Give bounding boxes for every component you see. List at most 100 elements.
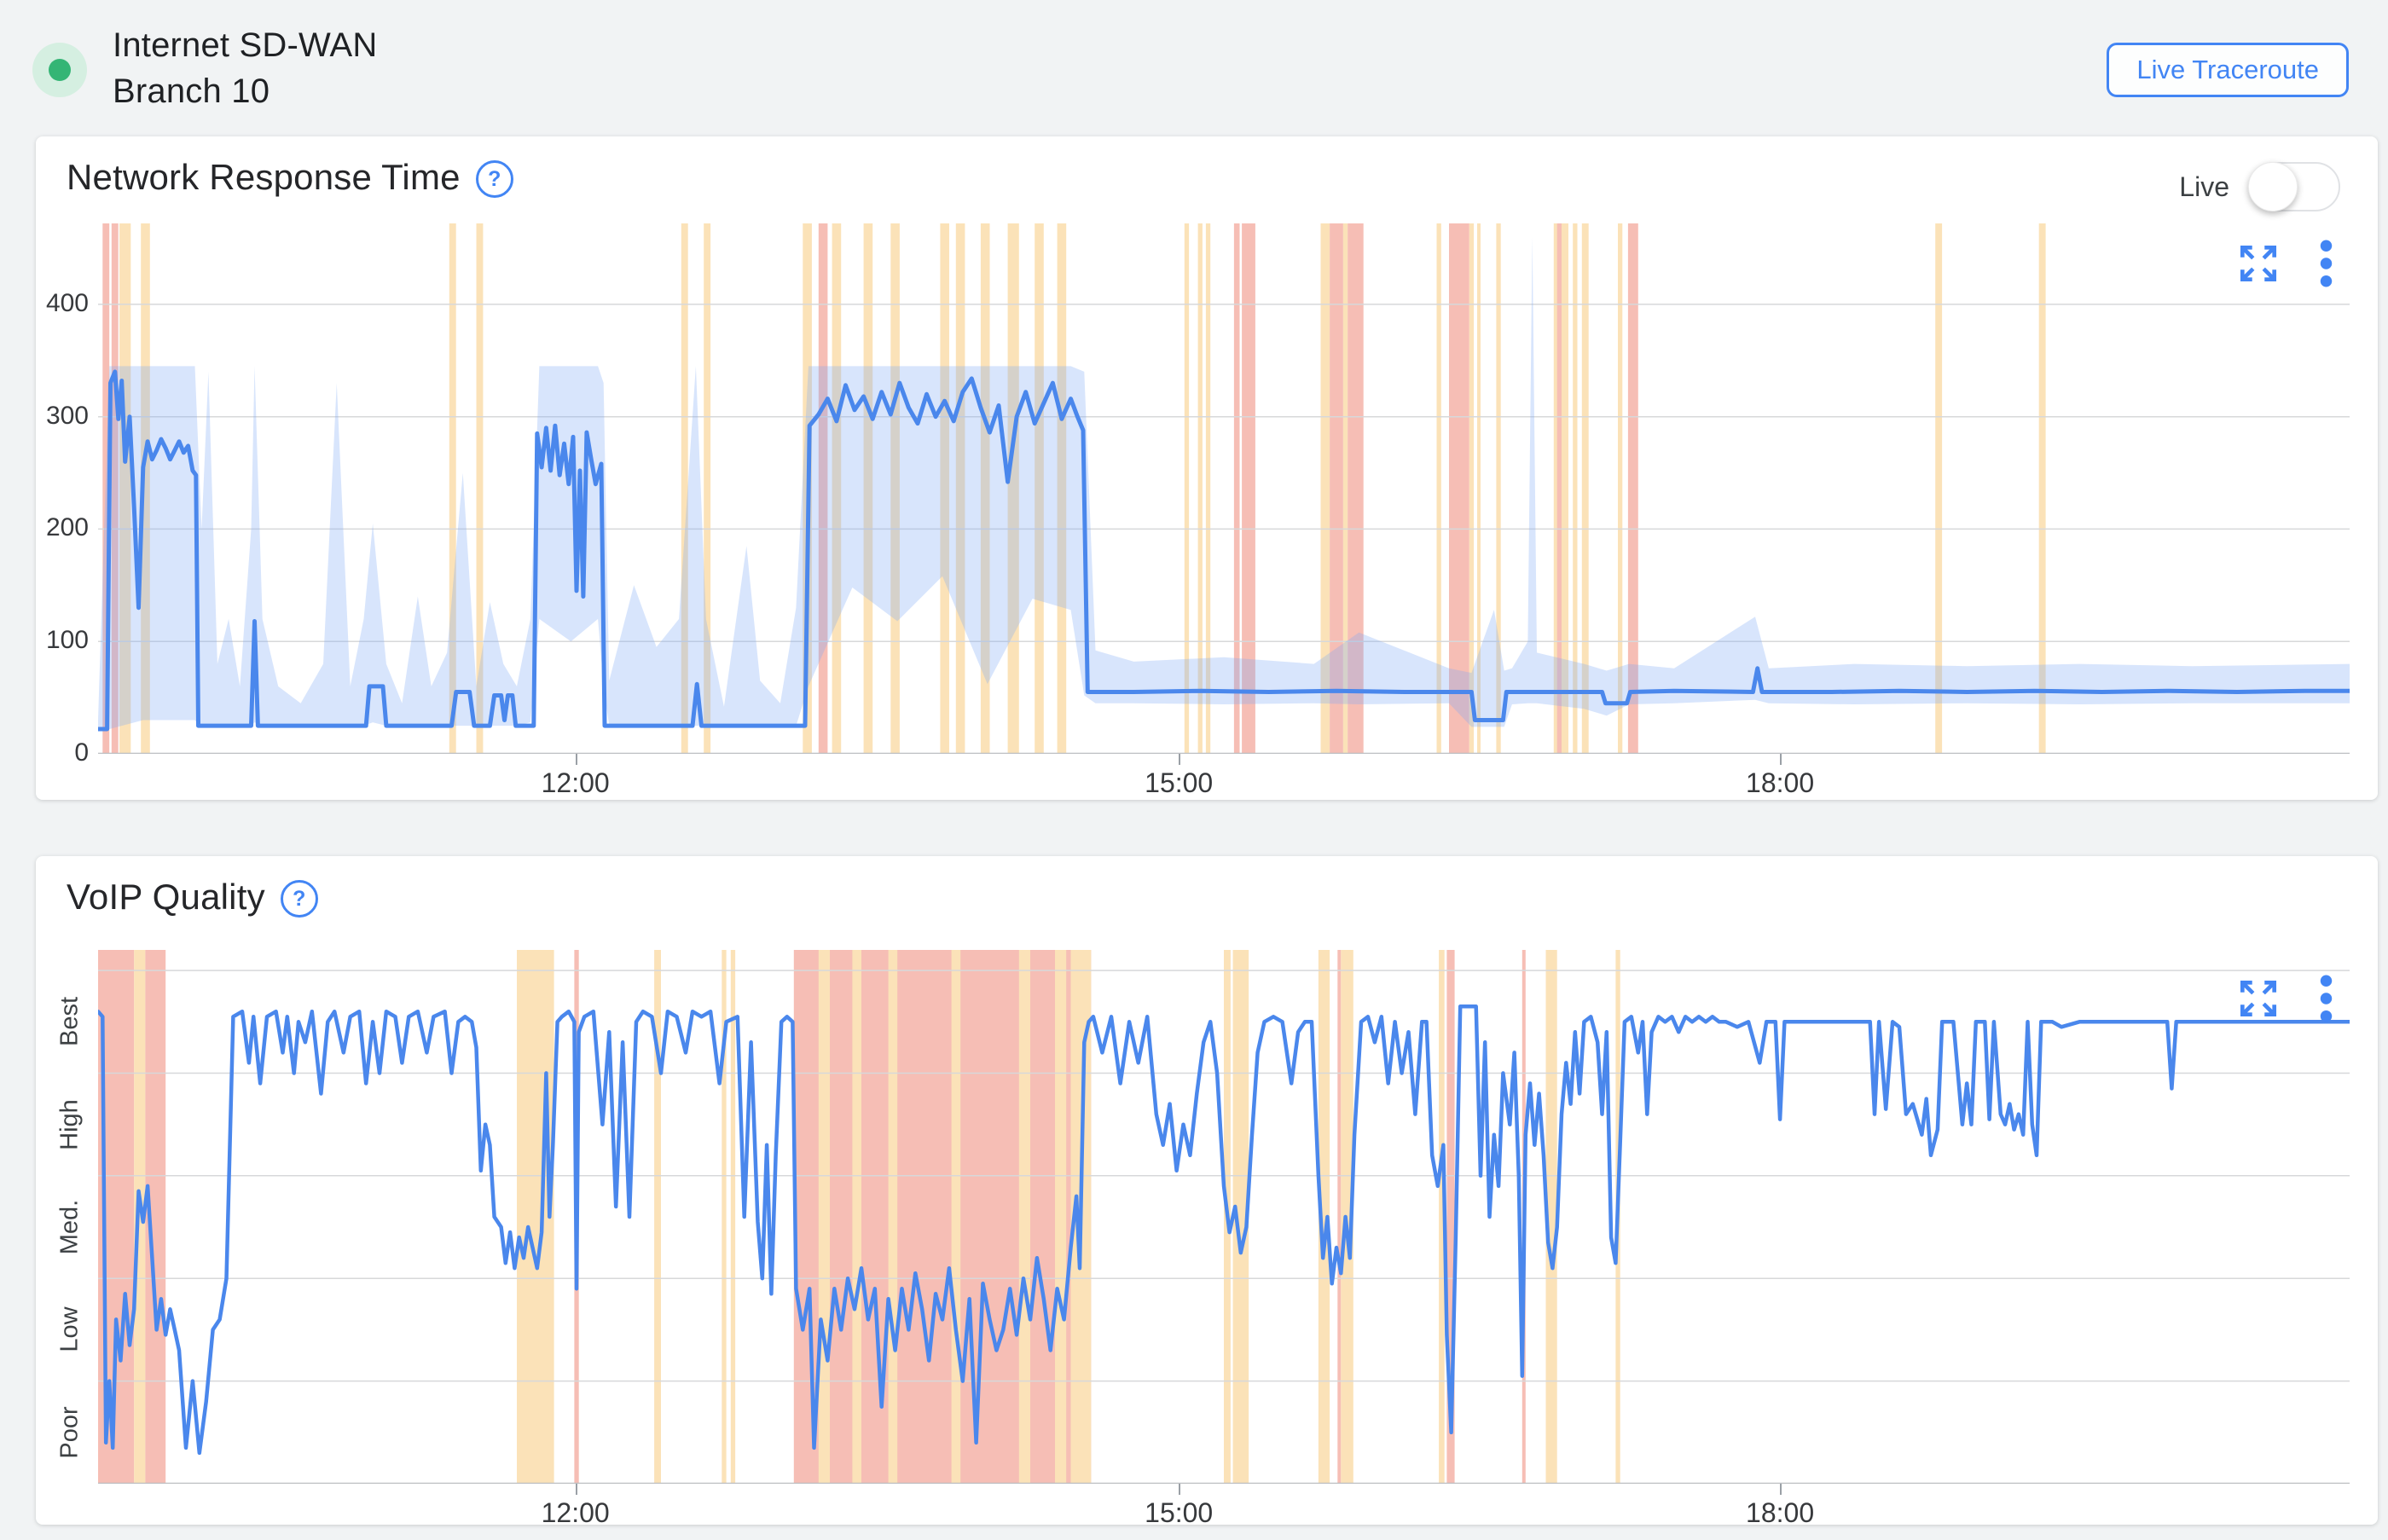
event-band-warning: [955, 223, 965, 754]
event-band-warning: [1342, 223, 1348, 754]
kebab-menu-icon[interactable]: [2319, 974, 2333, 1023]
event-band-warning: [863, 223, 873, 754]
y-axis-labels: 0 100 200 300 400: [36, 223, 89, 767]
card2-chart-icons: [2235, 974, 2333, 1023]
event-band-warning: [449, 223, 456, 754]
event-band-critical: [1330, 223, 1343, 754]
event-band-warning: [1436, 223, 1441, 754]
event-band-warning: [980, 223, 990, 754]
event-band-critical: [1242, 223, 1255, 754]
event-band-critical: [1446, 950, 1455, 1484]
x-axis-response-time: 12:00 15:00 18:00: [98, 754, 2350, 800]
x-tick-mark: [1780, 1484, 1782, 1495]
event-band-warning: [1197, 223, 1203, 754]
x-tick-label: 15:00: [1145, 767, 1214, 798]
voip-category-labels: Best High Med. Low Poor: [36, 950, 96, 1484]
event-band-warning: [832, 223, 842, 754]
page-title: Internet SD-WAN Branch 10: [113, 22, 377, 114]
voip-quality-line: [98, 1004, 2350, 1456]
live-toggle-label: Live: [2179, 171, 2229, 202]
event-band-warning: [1477, 223, 1481, 754]
status-dot-icon: [49, 59, 71, 81]
event-band-critical: [1337, 950, 1342, 1484]
y-tick-label: 300: [45, 401, 89, 430]
y-category-label: High: [55, 1098, 84, 1150]
event-band-warning: [134, 950, 146, 1484]
event-band-critical: [1627, 223, 1638, 754]
event-band-warning: [1618, 223, 1623, 754]
event-band-warning: [681, 223, 688, 754]
y-tick-label: 400: [45, 288, 89, 317]
header: Internet SD-WAN Branch 10 Live Tracerout…: [0, 0, 2388, 136]
live-toggle-switch[interactable]: [2248, 162, 2340, 211]
event-band-warning: [951, 950, 961, 1484]
event-band-warning: [1545, 950, 1557, 1484]
help-icon[interactable]: ?: [280, 880, 318, 918]
voip-quality-chart[interactable]: [98, 950, 2350, 1484]
network-response-time-card: Network Response Time ? Live: [36, 136, 2378, 800]
expand-icon[interactable]: [2235, 240, 2281, 287]
x-axis-voip: 12:00 15:00 18:00: [98, 1484, 2350, 1530]
expand-icon[interactable]: [2235, 976, 2281, 1022]
event-band-warning: [1469, 223, 1475, 754]
help-icon[interactable]: ?: [475, 160, 513, 198]
x-tick-label: 12:00: [541, 767, 610, 798]
card1-title-row: Network Response Time ?: [67, 157, 513, 198]
card1-chart-icons: [2235, 239, 2333, 288]
kebab-menu-icon[interactable]: [2319, 239, 2333, 288]
event-band-warning: [1573, 223, 1578, 754]
y-tick-label: 100: [45, 626, 89, 655]
event-band-warning: [141, 223, 150, 754]
event-band-warning: [476, 223, 484, 754]
event-band-warning: [852, 950, 861, 1484]
status-dot-halo: [32, 43, 87, 97]
event-band-warning: [1581, 223, 1589, 754]
x-tick-mark: [1179, 1484, 1181, 1495]
y-category-label: Low: [55, 1306, 84, 1353]
event-band-critical: [1449, 223, 1469, 754]
x-tick-label: 18:00: [1746, 1497, 1815, 1528]
event-band-critical: [793, 950, 1092, 1484]
card2-title: VoIP Quality: [67, 877, 265, 917]
event-band-warning: [888, 950, 898, 1484]
event-band-critical: [111, 223, 119, 754]
event-band-warning: [890, 223, 900, 754]
event-band-warning: [1018, 950, 1030, 1484]
event-band-warning: [1935, 223, 1943, 754]
x-tick-label: 18:00: [1746, 767, 1815, 798]
card1-title: Network Response Time: [67, 157, 461, 197]
y-category-label: Poor: [55, 1406, 84, 1459]
page-title-line2: Branch 10: [113, 72, 270, 110]
event-band-warning: [1055, 950, 1067, 1484]
response-time-chart[interactable]: [98, 223, 2350, 754]
x-tick-mark: [575, 1484, 577, 1495]
event-band-warning: [1205, 223, 1211, 754]
event-band-critical: [1348, 223, 1364, 754]
event-band-warning: [818, 950, 830, 1484]
event-band-warning: [730, 950, 736, 1484]
x-tick-label: 12:00: [541, 1497, 610, 1528]
event-band-warning: [704, 223, 711, 754]
x-tick-mark: [575, 754, 577, 765]
event-band-critical: [818, 223, 828, 754]
event-band-critical: [1556, 223, 1562, 754]
live-traceroute-button[interactable]: Live Traceroute: [2107, 43, 2349, 97]
minmax-band: [98, 236, 2350, 732]
event-band-warning: [1035, 223, 1044, 754]
event-band-warning: [1057, 223, 1067, 754]
x-tick-mark: [1780, 754, 1782, 765]
y-category-label: Med.: [55, 1199, 84, 1255]
event-band-warning: [654, 950, 661, 1484]
y-tick-label: 200: [45, 513, 89, 542]
event-band-critical: [1233, 223, 1240, 754]
event-band-warning: [2038, 223, 2046, 754]
event-band-warning: [1496, 223, 1501, 754]
event-band-warning: [1007, 223, 1019, 754]
voip-quality-card: VoIP Quality ? Best High Med. Low Poor: [36, 856, 2378, 1528]
event-band-warning: [722, 950, 727, 1484]
event-band-critical: [102, 223, 110, 754]
y-category-label: Best: [55, 997, 84, 1047]
x-tick-label: 15:00: [1145, 1497, 1214, 1528]
event-band-warning: [940, 223, 949, 754]
event-band-warning: [1184, 223, 1190, 754]
